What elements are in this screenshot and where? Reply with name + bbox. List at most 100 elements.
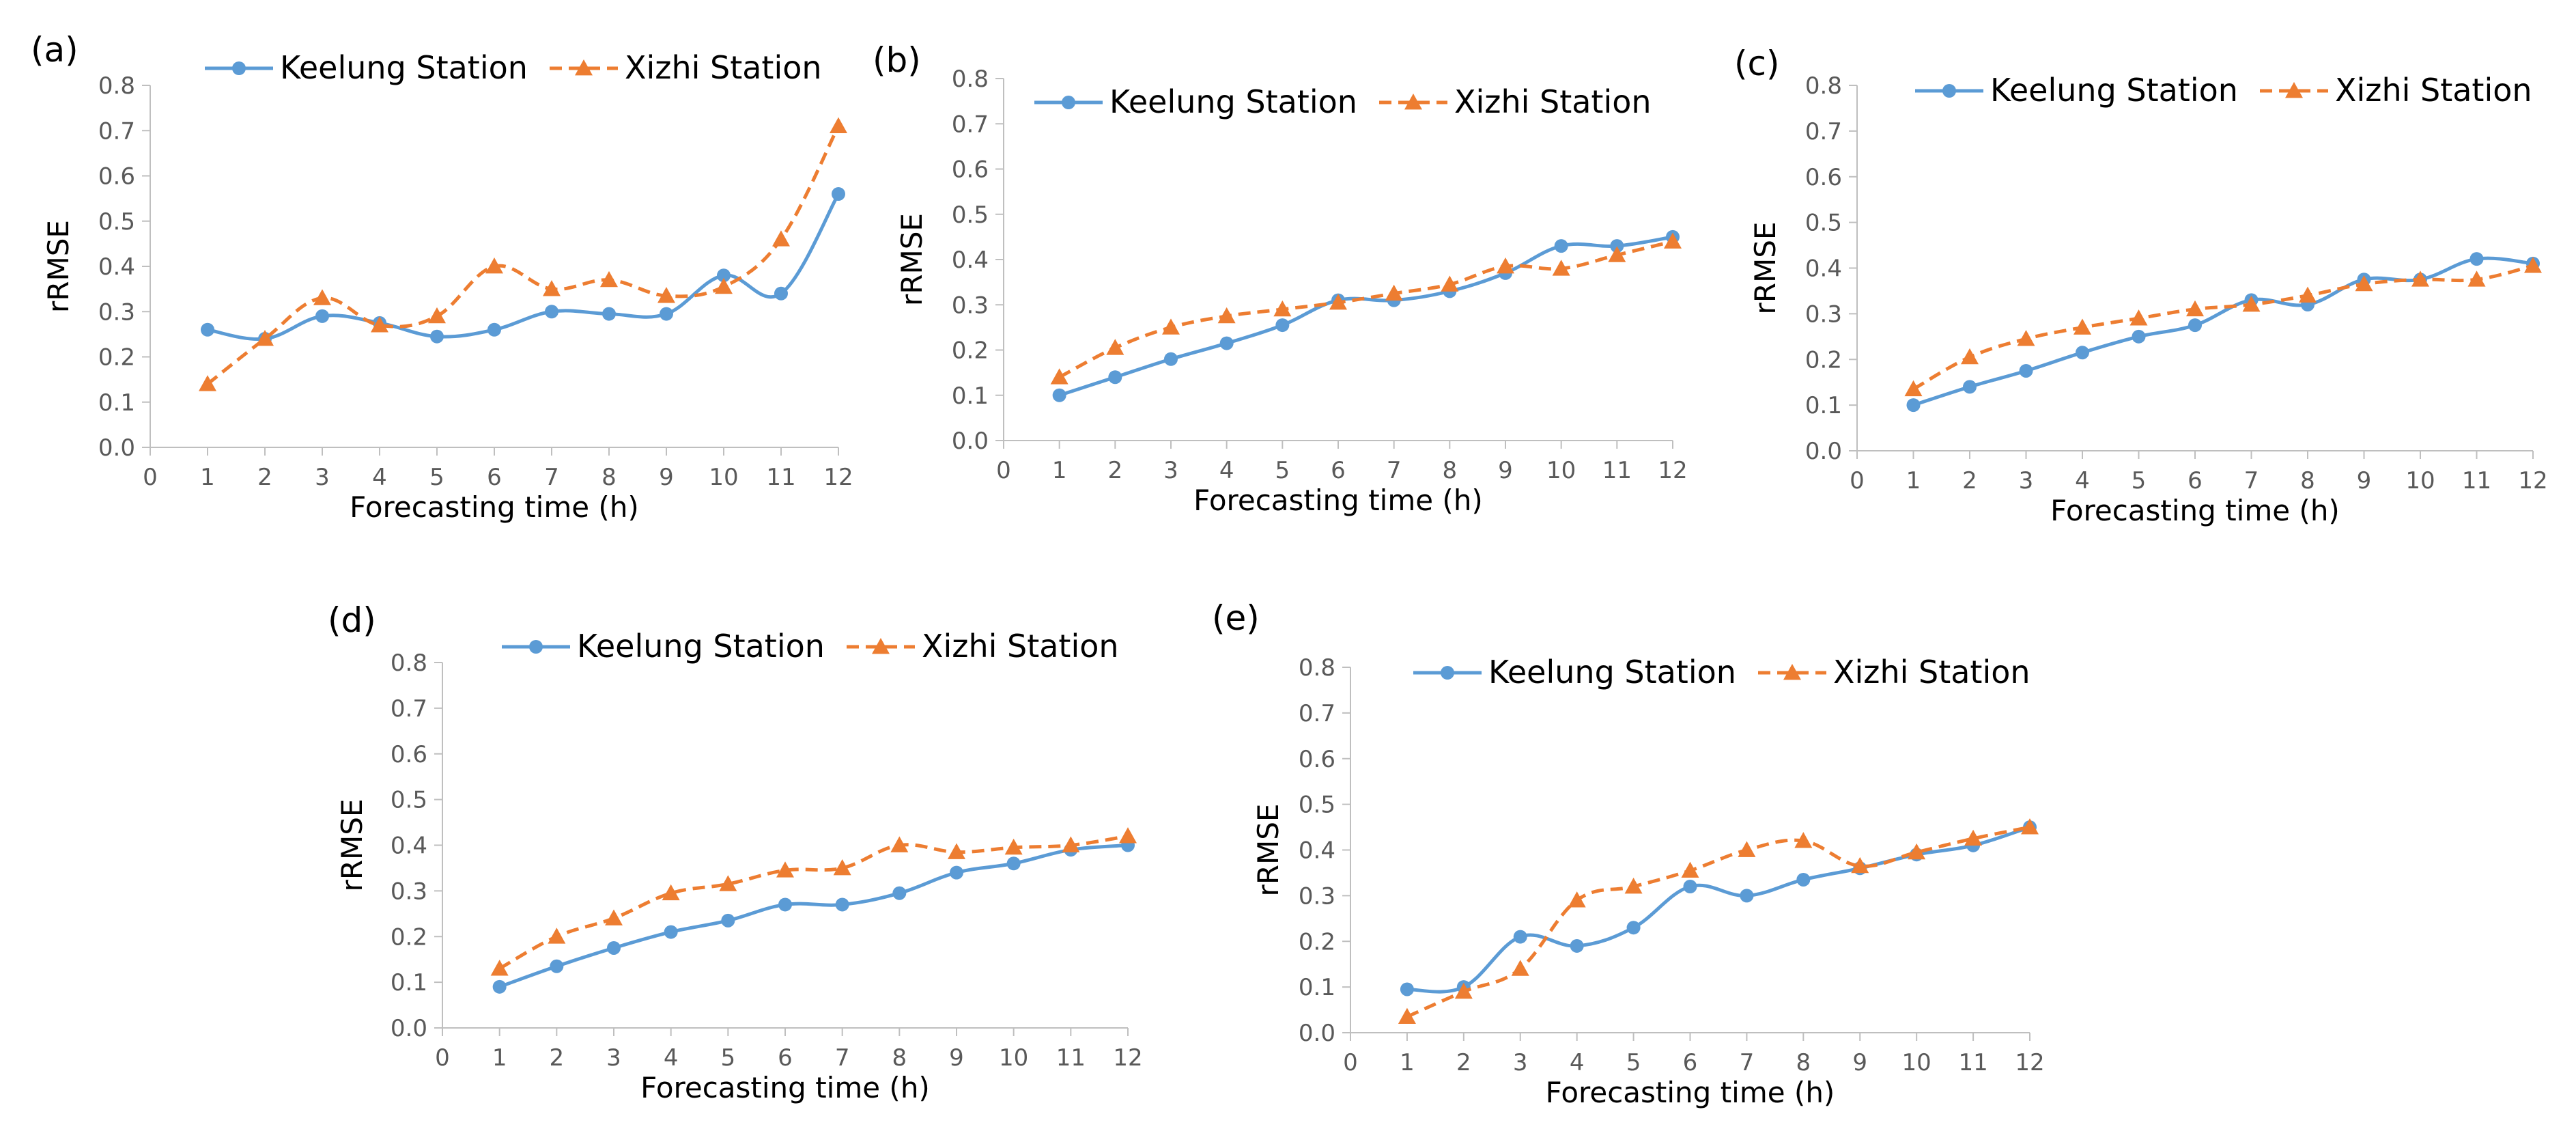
x-tick-label: 11: [1056, 1044, 1086, 1072]
xizhi-data-point: [948, 843, 965, 859]
y-axis-title: rRMSE: [1749, 222, 1782, 315]
x-tick-label: 11: [766, 464, 795, 491]
x-tick-label: 2: [1108, 457, 1123, 484]
y-tick-label: 0.5: [391, 787, 427, 814]
xizhi-data-point: [428, 307, 446, 324]
xizhi-data-point: [772, 230, 790, 247]
xizhi-data-point: [1004, 838, 1023, 855]
xizhi-data-point: [1441, 275, 1459, 292]
x-tick-label: 2: [550, 1044, 565, 1072]
keelung-series-line: [498, 844, 1129, 989]
y-tick-label: 0.7: [391, 695, 427, 723]
y-tick-label: 0.2: [1805, 346, 1842, 374]
x-tick-label: 12: [1658, 457, 1687, 484]
legend-triangle-marker: [575, 59, 593, 76]
legend-circle-marker: [232, 61, 246, 75]
y-tick-label: 0.6: [1805, 164, 1842, 191]
xizhi-data-point: [2411, 270, 2429, 287]
keelung-data-point: [1683, 880, 1697, 893]
x-tick-label: 12: [823, 464, 853, 491]
x-tick-label: 5: [2132, 467, 2147, 494]
chart-panels: (a)0.00.10.20.30.40.50.60.70.80 1 2 3 4 5 6 7 8 9…: [31, 30, 2548, 1109]
xizhi-data-point: [605, 909, 623, 925]
keelung-data-point: [778, 897, 792, 912]
y-tick-label: 0.3: [952, 292, 989, 319]
y-tick-label: 0.5: [1299, 792, 1335, 819]
x-tick-label: 7: [544, 464, 559, 491]
xizhi-data-point: [1385, 284, 1403, 301]
y-tick-label: 0.6: [1299, 746, 1335, 773]
legend-label: Xizhi Station: [1454, 83, 1652, 120]
x-tick-label: 9: [1852, 1049, 1867, 1076]
xizhi-data-point: [830, 117, 847, 134]
xizhi-data-point: [1552, 260, 1570, 276]
y-tick-label: 0.7: [98, 117, 135, 145]
xizhi-data-point: [719, 875, 737, 891]
x-axis-title: Forecasting time (h): [350, 490, 639, 524]
x-axis-title: Forecasting time (h): [1193, 484, 1483, 517]
legend-label: Keelung Station: [280, 49, 528, 86]
xizhi-data-point: [2299, 286, 2317, 303]
x-tick-label: 11: [1958, 1049, 1987, 1076]
xizhi-data-point: [199, 375, 216, 391]
keelung-data-point: [950, 865, 963, 880]
keelung-data-point: [492, 979, 507, 994]
x-tick-label: 1: [1400, 1049, 1415, 1076]
legend-label: Xizhi Station: [2335, 72, 2532, 109]
xizhi-data-point: [1624, 878, 1643, 894]
keelung-series-line: [1406, 825, 2030, 994]
legend-label: Keelung Station: [1488, 654, 1736, 691]
xizhi-data-point: [1851, 856, 1869, 874]
xizhi-data-point: [2017, 330, 2035, 346]
keelung-data-point: [2188, 318, 2202, 333]
x-tick-label: 10: [999, 1044, 1028, 1072]
xizhi-data-point: [1738, 841, 1756, 857]
keelung-data-point: [892, 886, 907, 900]
x-tick-label: 1: [1052, 457, 1067, 484]
xizhi-data-point: [1329, 293, 1347, 310]
xizhi-data-point: [657, 287, 675, 303]
x-tick-label: 7: [1387, 457, 1402, 484]
panel-label: (e): [1212, 598, 1260, 638]
x-tick-label: 6: [1331, 457, 1346, 484]
y-tick-label: 0.8: [1805, 72, 1842, 100]
x-tick-label: 2: [1962, 467, 1977, 494]
keelung-data-point: [1796, 872, 1811, 887]
xizhi-data-point: [1119, 827, 1137, 844]
keelung-series-line: [1058, 235, 1673, 398]
xizhi-data-point: [600, 270, 618, 288]
x-tick-label: 9: [949, 1044, 964, 1072]
xizhi-data-point: [2021, 818, 2039, 835]
keelung-data-point: [717, 268, 731, 283]
x-tick-label: 3: [1163, 457, 1178, 484]
xizhi-data-point: [371, 316, 388, 333]
legend: Keelung Station Xizhi Station: [1915, 72, 2532, 109]
legend-label: Xizhi Station: [922, 628, 1119, 665]
x-axis-title: Forecasting time (h): [1546, 1076, 1835, 1109]
y-tick-label: 0.8: [952, 66, 989, 93]
x-tick-label: 0: [143, 464, 158, 491]
xizhi-data-point: [490, 960, 509, 976]
xizhi-data-point: [1106, 339, 1124, 355]
x-tick-label: 5: [1626, 1049, 1641, 1076]
xizhi-data-point: [1608, 246, 1626, 262]
xizhi-data-point: [1062, 836, 1080, 852]
keelung-data-point: [1906, 398, 1921, 413]
x-tick-label: 1: [200, 464, 215, 491]
x-tick-label: 9: [659, 464, 674, 491]
y-tick-label: 0.5: [98, 208, 135, 236]
x-tick-label: 7: [2244, 467, 2259, 494]
legend-circle-marker: [1441, 666, 1454, 680]
x-tick-label: 10: [1902, 1049, 1931, 1076]
xizhi-series-line: [1058, 240, 1673, 379]
y-tick-label: 0.8: [1299, 654, 1335, 682]
xizhi-data-point: [1511, 960, 1529, 976]
keelung-data-point: [487, 322, 501, 337]
x-tick-label: 10: [709, 464, 738, 491]
y-tick-label: 0.1: [391, 969, 427, 996]
keelung-data-point: [835, 897, 849, 912]
y-tick-label: 0.1: [1299, 974, 1335, 1001]
x-tick-label: 1: [1906, 467, 1921, 494]
keelung-data-point: [550, 959, 564, 973]
x-tick-label: 12: [2015, 1049, 2044, 1076]
